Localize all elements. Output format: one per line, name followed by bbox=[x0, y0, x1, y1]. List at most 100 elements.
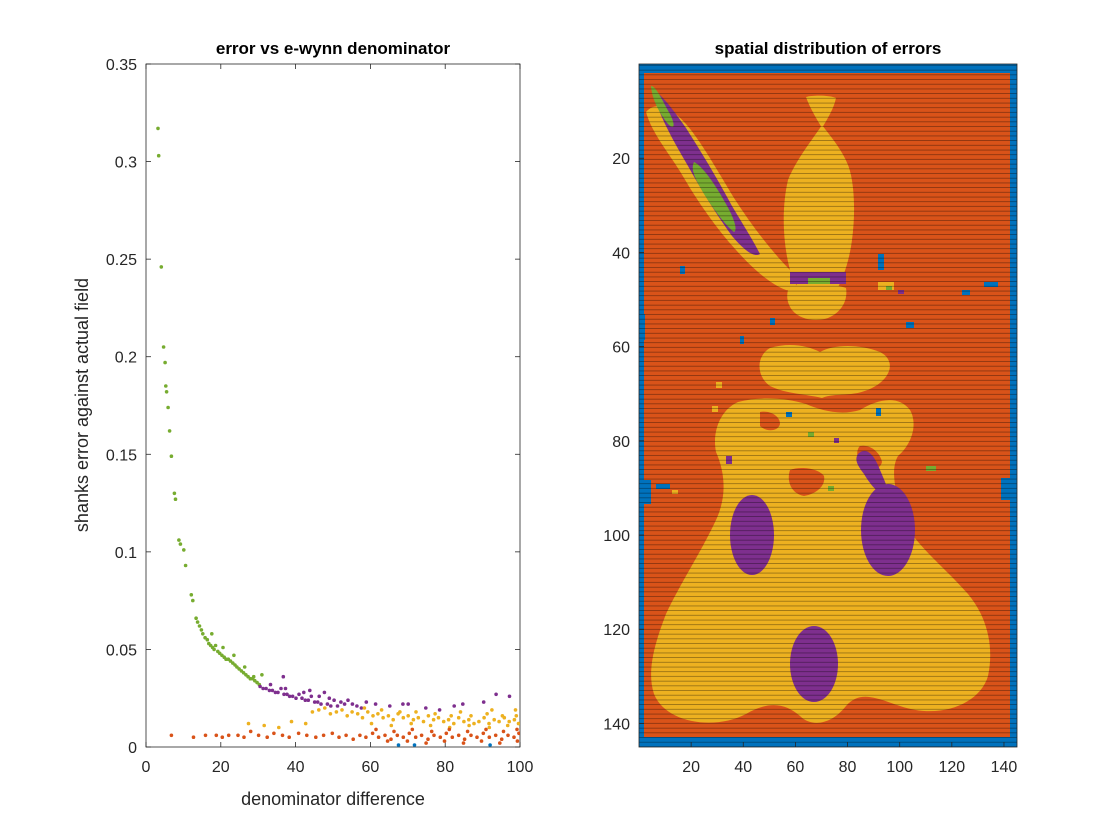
scatter-point-green bbox=[213, 643, 218, 648]
scatter-point-purple bbox=[359, 706, 364, 710]
scatter-point-orange bbox=[438, 735, 443, 739]
scatter-point-orange bbox=[401, 735, 406, 739]
map-xtick-label: 100 bbox=[886, 759, 913, 776]
scatter-point-orange bbox=[429, 729, 434, 734]
scatter-point-orange bbox=[191, 735, 196, 739]
scatter-point-yellow bbox=[317, 708, 321, 712]
map-xtick-label: 40 bbox=[734, 759, 752, 776]
scatter-point-purple bbox=[302, 690, 306, 695]
scatter-point-purple bbox=[401, 702, 405, 706]
scatter-point-yellow bbox=[411, 717, 416, 722]
scatter-point-yellow bbox=[433, 712, 437, 716]
scatter-point-orange bbox=[364, 735, 368, 739]
scatter-point-purple bbox=[308, 688, 312, 693]
scatter-point-orange bbox=[236, 733, 240, 738]
scatter-point-green bbox=[172, 491, 177, 496]
scatter-point-green bbox=[191, 598, 195, 603]
map-plot-frame bbox=[638, 63, 1018, 748]
scatter-point-orange bbox=[426, 737, 430, 741]
scatter-point-green bbox=[199, 628, 204, 632]
scatter-point-orange bbox=[515, 727, 519, 732]
scatter-point-purple bbox=[268, 682, 273, 687]
scatter-point-yellow bbox=[500, 714, 505, 718]
scatter-point-orange bbox=[392, 729, 396, 734]
scatter-point-purple bbox=[282, 692, 286, 697]
scatter-point-purple bbox=[355, 704, 359, 708]
map-axes: spatial distribution of errors bbox=[603, 39, 1017, 776]
scatter-point-purple bbox=[481, 700, 486, 704]
scatter-point-green bbox=[178, 542, 183, 546]
scatter-point-purple bbox=[312, 700, 317, 704]
scatter-point-yellow bbox=[472, 721, 476, 726]
scatter-point-purple bbox=[267, 688, 272, 693]
scatter-point-green bbox=[260, 673, 264, 677]
map-xtick-label: 120 bbox=[938, 759, 965, 776]
scatter-point-purple bbox=[452, 704, 457, 708]
scatter-xticks: 0 20 40 60 80 100 bbox=[142, 64, 533, 776]
scatter-point-orange bbox=[442, 739, 447, 743]
scatter-point-purple bbox=[388, 704, 392, 708]
scatter-point-purple bbox=[325, 702, 330, 706]
scatter-point-green bbox=[195, 620, 200, 624]
scatter-point-orange bbox=[374, 727, 378, 732]
scatter-point-orange bbox=[424, 741, 428, 745]
scatter-point-purple bbox=[424, 706, 428, 710]
scatter-point-yellow bbox=[369, 721, 374, 726]
scatter-xtick-label: 20 bbox=[212, 759, 230, 776]
scatter-point-yellow bbox=[477, 719, 481, 724]
scatter-point-yellow bbox=[391, 717, 396, 722]
scatter-point-green bbox=[167, 429, 172, 433]
scatter-xtick-label: 0 bbox=[142, 759, 151, 776]
scatter-point-green bbox=[205, 637, 210, 642]
scatter-point-orange bbox=[479, 739, 484, 743]
scatter-point-yellow bbox=[467, 723, 471, 728]
scatter-point-orange bbox=[444, 731, 449, 736]
scatter-point-purple bbox=[290, 694, 295, 699]
scatter-point-yellow bbox=[262, 723, 267, 728]
map-xtick-label: 80 bbox=[839, 759, 857, 776]
scatter-point-orange bbox=[407, 731, 412, 736]
scatter-point-yellow bbox=[386, 714, 391, 718]
scatter-point-orange bbox=[248, 729, 253, 734]
scatter-point-purple bbox=[406, 702, 411, 706]
scatter-point-yellow bbox=[323, 706, 327, 710]
map-yticks: 20 40 60 80 100 120 140 bbox=[603, 151, 644, 733]
scatter-point-orange bbox=[475, 735, 479, 739]
scatter-point-purple bbox=[339, 700, 343, 704]
scatter-ytick-label: 0.15 bbox=[106, 447, 137, 464]
scatter-point-purple bbox=[300, 696, 304, 700]
scatter-point-orange bbox=[337, 735, 341, 739]
scatter-point-orange bbox=[203, 733, 208, 738]
scatter-point-orange bbox=[330, 731, 335, 736]
scatter-point-orange bbox=[220, 735, 225, 739]
scatter-point-purple bbox=[285, 692, 289, 697]
scatter-point-yellow bbox=[398, 710, 402, 714]
scatter-point-yellow bbox=[345, 714, 350, 718]
scatter-ytick-label: 0.25 bbox=[106, 252, 137, 269]
scatter-point-purple bbox=[350, 702, 355, 706]
scatter-point-orange bbox=[287, 735, 292, 739]
scatter-point-yellow bbox=[514, 714, 519, 718]
scatter-point-blue bbox=[488, 743, 492, 747]
scatter-point-purple bbox=[494, 692, 498, 697]
scatter-point-yellow bbox=[487, 725, 492, 730]
scatter-point-purple bbox=[332, 698, 336, 702]
scatter-point-orange bbox=[370, 731, 375, 736]
scatter-point-purple bbox=[294, 696, 298, 700]
scatter-point-green bbox=[251, 674, 256, 679]
scatter-ytick-label: 0.35 bbox=[106, 57, 137, 74]
scatter-point-yellow bbox=[487, 721, 491, 726]
scatter-point-purple bbox=[373, 702, 378, 706]
map-xtick-label: 140 bbox=[991, 759, 1018, 776]
scatter-point-yellow bbox=[452, 721, 456, 726]
map-ytick-label: 100 bbox=[603, 528, 630, 545]
scatter-point-yellow bbox=[421, 719, 426, 724]
scatter-ytick-label: 0.2 bbox=[115, 350, 137, 367]
scatter-point-orange bbox=[501, 729, 506, 734]
scatter-point-yellow bbox=[458, 710, 463, 714]
scatter-point-yellow bbox=[456, 715, 461, 720]
scatter-point-orange bbox=[344, 733, 348, 738]
scatter-point-green bbox=[189, 593, 194, 597]
scatter-point-yellow bbox=[362, 706, 367, 710]
scatter-point-yellow bbox=[379, 708, 384, 712]
